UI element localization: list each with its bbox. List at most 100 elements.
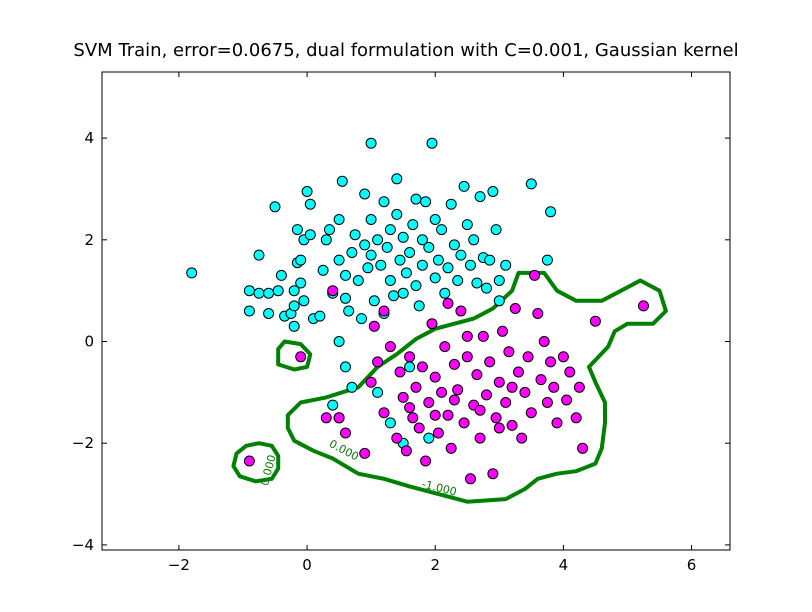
point-class-b <box>513 366 524 378</box>
y-tick-label: 0 <box>84 333 94 351</box>
point-class-a <box>384 417 396 429</box>
y-tick-label: −4 <box>72 536 94 554</box>
point-class-a <box>410 193 422 205</box>
point-class-a <box>541 254 553 266</box>
point-class-b <box>461 330 473 342</box>
y-tick-label: −2 <box>72 434 94 452</box>
point-class-b <box>333 412 345 424</box>
point-class-b <box>481 389 492 401</box>
point-class-a <box>375 259 387 271</box>
x-axis: −2 0 2 4 6 <box>168 72 696 574</box>
point-class-b <box>378 305 390 317</box>
y-tick-label: 4 <box>84 129 94 147</box>
point-class-a <box>317 264 329 276</box>
x-tick-label: −2 <box>168 556 190 574</box>
boundary-contour <box>276 339 313 372</box>
point-class-a <box>288 285 300 297</box>
point-class-a <box>340 361 351 373</box>
point-class-a <box>340 269 351 281</box>
point-class-b <box>497 325 508 337</box>
point-class-a <box>269 201 281 213</box>
point-class-a <box>410 280 422 292</box>
point-class-b <box>426 318 438 330</box>
point-class-a <box>365 137 377 149</box>
x-tick-label: 0 <box>302 556 312 574</box>
point-class-b <box>487 468 499 480</box>
point-class-b <box>477 330 489 342</box>
point-class-a <box>442 262 454 274</box>
point-class-b <box>439 341 451 353</box>
point-class-a <box>423 432 435 444</box>
point-class-a <box>253 287 265 299</box>
point-class-a <box>346 381 358 393</box>
chart-title: SVM Train, error=0.0675, dual formulatio… <box>73 40 738 61</box>
point-class-a <box>545 206 557 218</box>
point-class-a <box>525 178 537 190</box>
point-class-a <box>362 262 374 274</box>
point-class-b <box>397 391 409 403</box>
point-class-a <box>378 196 390 208</box>
point-class-a <box>336 175 348 187</box>
point-class-a <box>429 272 441 284</box>
point-class-b <box>484 356 496 368</box>
point-class-a <box>301 186 313 197</box>
point-class-b <box>340 427 351 439</box>
point-class-b <box>436 386 448 398</box>
point-class-b <box>490 412 502 424</box>
point-class-b <box>429 371 441 383</box>
point-class-a <box>400 267 412 279</box>
point-class-b <box>557 351 569 363</box>
point-class-a <box>397 287 409 299</box>
point-class-a <box>465 259 476 271</box>
point-class-a <box>295 254 307 266</box>
point-class-a <box>388 290 400 302</box>
point-class-a <box>468 234 480 246</box>
point-class-b <box>545 356 557 368</box>
point-class-a <box>394 254 406 266</box>
point-class-b <box>509 303 521 314</box>
point-class-b <box>577 442 589 454</box>
axes-frame <box>101 71 731 551</box>
point-class-a <box>487 186 499 197</box>
point-class-a <box>304 198 316 210</box>
point-class-b <box>420 455 432 467</box>
point-class-a <box>391 173 403 185</box>
point-class-b <box>448 358 460 370</box>
point-class-b <box>432 427 444 439</box>
point-class-a <box>320 234 332 246</box>
x-tick-label: 6 <box>687 556 697 574</box>
point-class-b <box>423 397 435 408</box>
point-class-a <box>384 224 396 236</box>
point-class-a <box>471 277 483 289</box>
point-class-b <box>493 376 505 388</box>
point-class-b <box>365 376 377 388</box>
point-class-a <box>298 295 310 307</box>
point-class-b <box>503 346 515 358</box>
point-class-a <box>272 285 284 297</box>
point-class-a <box>484 254 496 266</box>
point-class-b <box>564 366 576 378</box>
point-class-b <box>529 269 541 281</box>
point-class-a <box>288 320 300 332</box>
point-class-a <box>253 249 265 261</box>
point-class-a <box>420 196 432 208</box>
point-class-a <box>436 224 448 236</box>
point-class-a <box>493 275 505 286</box>
point-class-b <box>448 394 460 406</box>
point-class-b <box>532 308 544 319</box>
point-class-a <box>452 275 464 286</box>
point-class-b <box>519 386 531 398</box>
point-class-b <box>359 447 371 459</box>
point-class-b <box>548 381 560 393</box>
point-class-b <box>551 417 563 429</box>
point-class-a <box>365 249 377 261</box>
point-class-b <box>538 336 550 347</box>
x-tick-label: 4 <box>559 556 569 574</box>
point-class-a <box>343 305 355 317</box>
point-class-b <box>589 315 601 327</box>
point-class-a <box>423 241 435 253</box>
point-class-b <box>458 417 470 429</box>
point-class-b <box>522 351 534 363</box>
